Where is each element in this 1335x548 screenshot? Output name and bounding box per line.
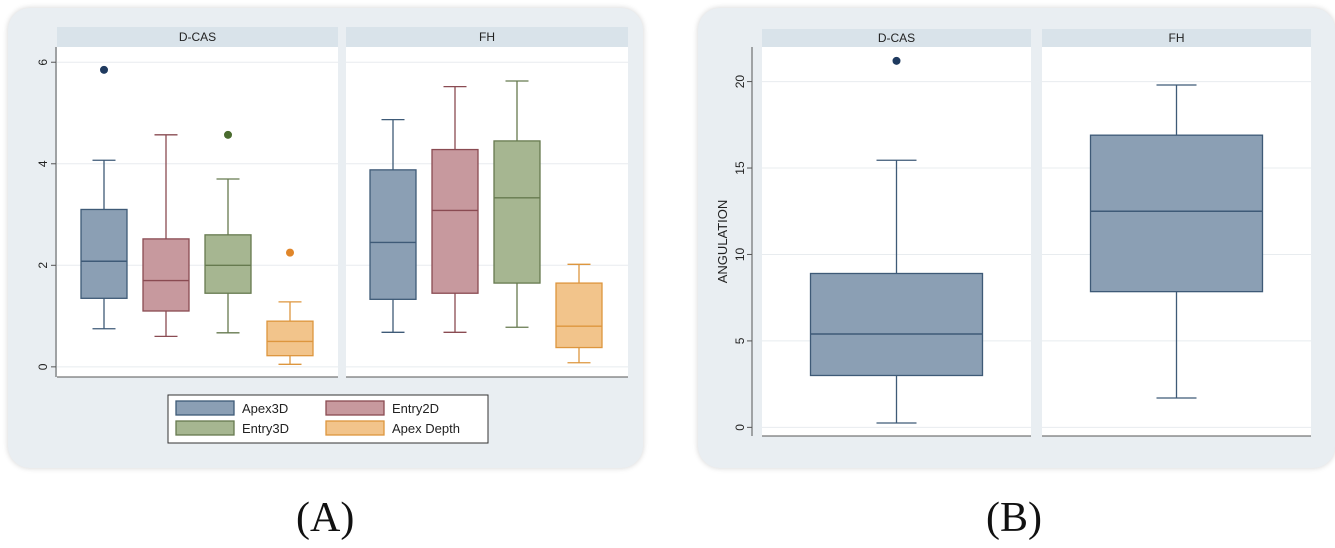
y-axis-label-b: ANGULATION bbox=[715, 200, 730, 284]
y-tick-label-a-3: 6 bbox=[36, 59, 50, 66]
box-b-0-box bbox=[809, 272, 984, 377]
legend-label-a-2: Entry3D bbox=[242, 421, 289, 436]
box-a-2-outlier bbox=[224, 130, 232, 139]
legend-label-a-3: Apex Depth bbox=[392, 421, 460, 436]
y-tick-label-a-2: 4 bbox=[36, 160, 50, 167]
legend-swatch-a-0 bbox=[175, 400, 235, 416]
caption-b: (B) bbox=[986, 495, 1042, 541]
legend-label-a-1: Entry2D bbox=[392, 401, 439, 416]
y-tick-label-b-3: 15 bbox=[733, 161, 747, 175]
legend-swatch-a-2 bbox=[175, 420, 235, 436]
box-a-6-box bbox=[493, 140, 541, 284]
box-a-2-box bbox=[204, 234, 252, 294]
legend-swatch-a-3 bbox=[325, 420, 385, 436]
box-a-0-outlier bbox=[100, 65, 108, 74]
facet-strip-a-0 bbox=[57, 27, 338, 47]
legend-swatch-a-1 bbox=[325, 400, 385, 416]
facet-strip-a-1 bbox=[346, 27, 628, 47]
box-a-0-box bbox=[80, 208, 128, 299]
y-tick-label-b-1: 5 bbox=[733, 337, 747, 344]
box-a-4-box bbox=[369, 169, 417, 300]
facet-label-a-0: D-CAS bbox=[179, 30, 216, 44]
facet-strip-b-0 bbox=[762, 29, 1031, 47]
y-tick-label-b-0: 0 bbox=[733, 424, 747, 431]
box-b-1-box bbox=[1089, 134, 1264, 293]
box-a-1-box bbox=[142, 238, 190, 312]
box-b-0-outlier bbox=[892, 56, 901, 65]
facet-label-a-1: FH bbox=[479, 30, 495, 44]
box-a-3-box bbox=[266, 320, 314, 357]
y-tick-label-a-0: 0 bbox=[36, 363, 50, 370]
y-tick-label-b-2: 10 bbox=[733, 247, 747, 261]
facet-strip-b-1 bbox=[1042, 29, 1311, 47]
y-tick-label-b-4: 20 bbox=[733, 75, 747, 89]
facet-label-b-1: FH bbox=[1169, 31, 1185, 45]
y-tick-label-a-1: 2 bbox=[36, 262, 50, 269]
legend-label-a-0: Apex3D bbox=[242, 401, 288, 416]
box-a-3-outlier bbox=[286, 248, 294, 257]
caption-a: (A) bbox=[296, 495, 355, 541]
facet-label-b-0: D-CAS bbox=[878, 31, 915, 45]
box-a-7-box bbox=[555, 282, 603, 349]
box-a-5-box bbox=[431, 148, 479, 294]
